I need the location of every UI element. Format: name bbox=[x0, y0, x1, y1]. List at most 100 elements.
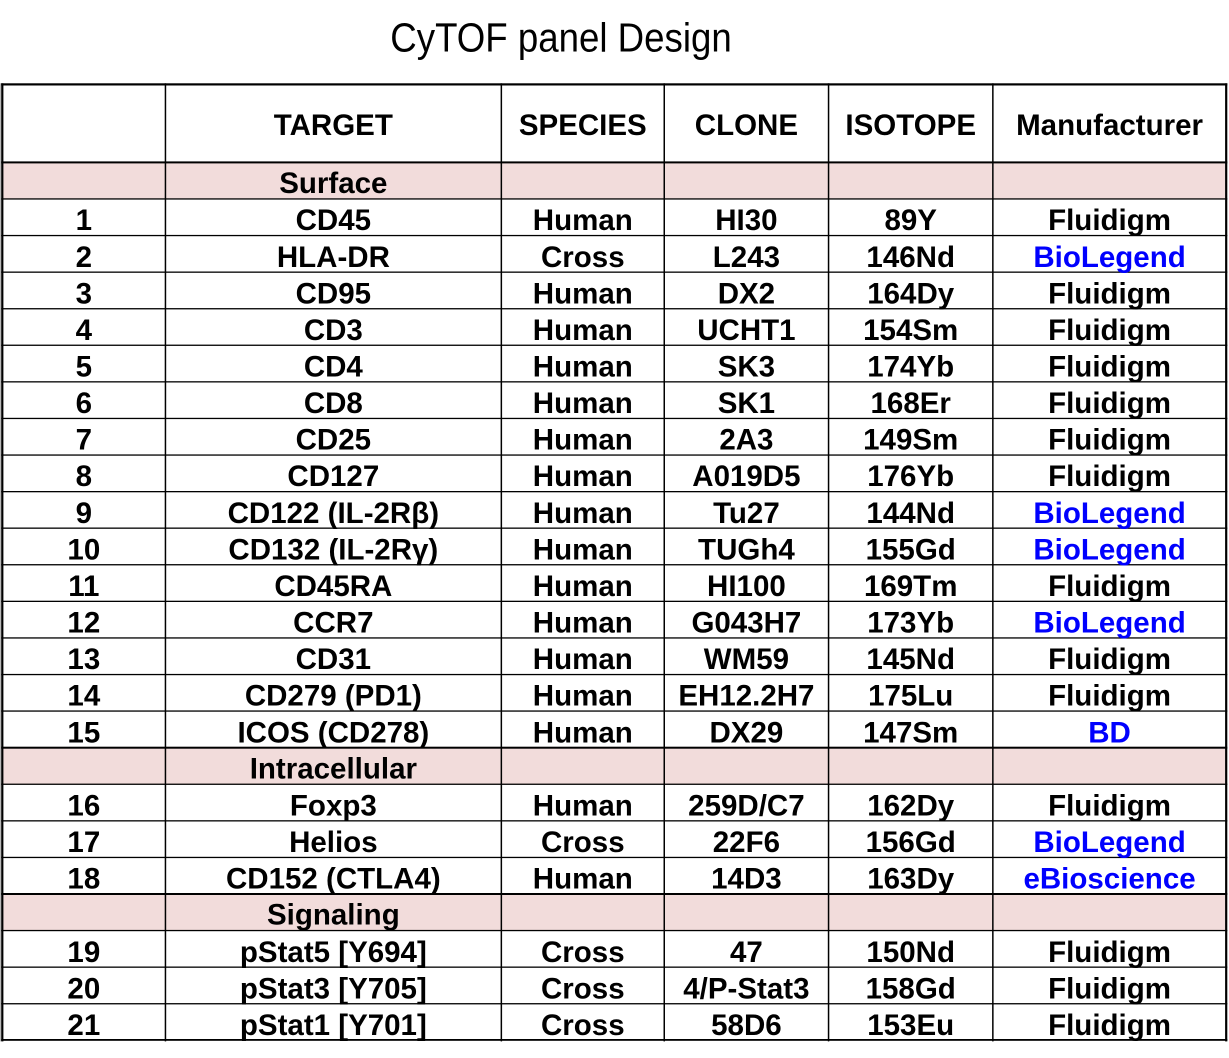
svg-text:EH12.2H7: EH12.2H7 bbox=[678, 680, 814, 713]
svg-text:HI100: HI100 bbox=[707, 570, 786, 603]
svg-text:10: 10 bbox=[67, 533, 100, 566]
svg-text:47: 47 bbox=[730, 936, 763, 969]
svg-text:SPECIES: SPECIES bbox=[519, 109, 647, 142]
svg-text:146Nd: 146Nd bbox=[866, 241, 955, 274]
svg-text:CD132 (IL-2Rγ): CD132 (IL-2Rγ) bbox=[228, 533, 438, 566]
svg-text:163Dy: 163Dy bbox=[867, 863, 955, 896]
svg-text:154Sm: 154Sm bbox=[863, 314, 958, 347]
svg-text:Cross: Cross bbox=[541, 826, 625, 859]
svg-text:12: 12 bbox=[67, 607, 100, 640]
svg-text:19: 19 bbox=[67, 936, 100, 969]
svg-text:BD: BD bbox=[1088, 716, 1131, 749]
svg-text:14: 14 bbox=[67, 680, 100, 713]
svg-text:Human: Human bbox=[533, 424, 633, 457]
svg-text:Human: Human bbox=[533, 351, 633, 384]
svg-text:Human: Human bbox=[533, 716, 633, 749]
svg-text:Human: Human bbox=[533, 607, 633, 640]
svg-text:BioLegend: BioLegend bbox=[1033, 241, 1185, 274]
svg-text:15: 15 bbox=[67, 716, 100, 749]
svg-text:5: 5 bbox=[76, 351, 92, 384]
svg-text:Cross: Cross bbox=[541, 241, 625, 274]
svg-text:2: 2 bbox=[76, 241, 92, 274]
svg-text:A019D5: A019D5 bbox=[692, 460, 800, 493]
svg-text:CLONE: CLONE bbox=[695, 109, 798, 142]
svg-text:Fluidigm: Fluidigm bbox=[1048, 424, 1171, 457]
svg-text:3: 3 bbox=[76, 277, 92, 310]
svg-text:Human: Human bbox=[533, 533, 633, 566]
svg-text:CD4: CD4 bbox=[304, 351, 364, 384]
svg-text:CD45: CD45 bbox=[296, 204, 371, 237]
svg-text:Fluidigm: Fluidigm bbox=[1048, 351, 1171, 384]
svg-text:175Lu: 175Lu bbox=[868, 680, 953, 713]
svg-text:Human: Human bbox=[533, 387, 633, 420]
svg-text:Fluidigm: Fluidigm bbox=[1048, 570, 1171, 603]
svg-text:155Gd: 155Gd bbox=[866, 533, 956, 566]
svg-text:150Nd: 150Nd bbox=[866, 936, 955, 969]
svg-text:Human: Human bbox=[533, 460, 633, 493]
svg-text:Fluidigm: Fluidigm bbox=[1048, 680, 1171, 713]
svg-text:Human: Human bbox=[533, 863, 633, 896]
svg-text:17: 17 bbox=[67, 826, 100, 859]
svg-text:TARGET: TARGET bbox=[274, 109, 393, 142]
svg-text:CD8: CD8 bbox=[304, 387, 363, 420]
svg-text:144Nd: 144Nd bbox=[866, 497, 955, 530]
svg-text:2A3: 2A3 bbox=[719, 424, 773, 457]
svg-text:UCHT1: UCHT1 bbox=[697, 314, 795, 347]
svg-text:149Sm: 149Sm bbox=[863, 424, 958, 457]
svg-text:11: 11 bbox=[68, 570, 99, 603]
svg-text:Surface: Surface bbox=[279, 167, 387, 200]
svg-text:Fluidigm: Fluidigm bbox=[1048, 387, 1171, 420]
svg-text:L243: L243 bbox=[713, 241, 780, 274]
svg-text:Fluidigm: Fluidigm bbox=[1048, 460, 1171, 493]
svg-text:18: 18 bbox=[67, 863, 100, 896]
svg-text:BioLegend: BioLegend bbox=[1033, 533, 1185, 566]
svg-text:4: 4 bbox=[76, 314, 93, 347]
svg-text:58D6: 58D6 bbox=[711, 1009, 782, 1042]
svg-text:89Y: 89Y bbox=[884, 204, 937, 237]
svg-text:Fluidigm: Fluidigm bbox=[1048, 314, 1171, 347]
svg-text:CD3: CD3 bbox=[304, 314, 363, 347]
svg-text:ICOS (CD278): ICOS (CD278) bbox=[237, 716, 429, 749]
svg-text:CD31: CD31 bbox=[296, 643, 371, 676]
svg-text:145Nd: 145Nd bbox=[866, 643, 955, 676]
svg-text:Cross: Cross bbox=[541, 972, 625, 1005]
svg-text:Signaling: Signaling bbox=[267, 899, 400, 932]
svg-text:156Gd: 156Gd bbox=[866, 826, 956, 859]
svg-text:pStat1 [Y701]: pStat1 [Y701] bbox=[240, 1009, 427, 1042]
svg-text:Intracellular: Intracellular bbox=[250, 752, 418, 785]
svg-text:6: 6 bbox=[76, 387, 92, 420]
svg-text:BioLegend: BioLegend bbox=[1033, 826, 1185, 859]
svg-text:HI30: HI30 bbox=[715, 204, 777, 237]
svg-text:Fluidigm: Fluidigm bbox=[1048, 277, 1171, 310]
svg-text:eBioscience: eBioscience bbox=[1023, 863, 1195, 896]
svg-text:Human: Human bbox=[533, 204, 633, 237]
svg-text:13: 13 bbox=[67, 643, 100, 676]
svg-text:pStat3 [Y705]: pStat3 [Y705] bbox=[240, 972, 427, 1005]
svg-text:176Yb: 176Yb bbox=[867, 460, 954, 493]
svg-text:ISOTOPE: ISOTOPE bbox=[845, 109, 976, 142]
svg-text:174Yb: 174Yb bbox=[867, 351, 954, 384]
svg-text:CCR7: CCR7 bbox=[293, 607, 373, 640]
svg-text:168Er: 168Er bbox=[871, 387, 952, 420]
svg-text:9: 9 bbox=[76, 497, 92, 530]
svg-text:CD127: CD127 bbox=[287, 460, 379, 493]
svg-text:Human: Human bbox=[533, 643, 633, 676]
svg-text:173Yb: 173Yb bbox=[867, 607, 954, 640]
svg-text:CD45RA: CD45RA bbox=[274, 570, 392, 603]
svg-text:DX2: DX2 bbox=[718, 277, 775, 310]
svg-text:158Gd: 158Gd bbox=[866, 972, 956, 1005]
svg-text:Tu27: Tu27 bbox=[713, 497, 780, 530]
svg-text:pStat5 [Y694]: pStat5 [Y694] bbox=[240, 936, 427, 969]
svg-text:Manufacturer: Manufacturer bbox=[1016, 109, 1203, 142]
svg-text:HLA-DR: HLA-DR bbox=[277, 241, 390, 274]
svg-text:Fluidigm: Fluidigm bbox=[1048, 1009, 1171, 1042]
svg-text:CD122 (IL-2Rβ): CD122 (IL-2Rβ) bbox=[228, 497, 439, 530]
svg-text:1: 1 bbox=[76, 204, 92, 237]
svg-text:Fluidigm: Fluidigm bbox=[1048, 936, 1171, 969]
svg-text:CD95: CD95 bbox=[296, 277, 371, 310]
svg-text:Cross: Cross bbox=[541, 936, 625, 969]
svg-text:BioLegend: BioLegend bbox=[1033, 497, 1185, 530]
svg-text:TUGh4: TUGh4 bbox=[698, 533, 795, 566]
svg-text:Foxp3: Foxp3 bbox=[290, 789, 377, 822]
svg-text:164Dy: 164Dy bbox=[867, 277, 955, 310]
